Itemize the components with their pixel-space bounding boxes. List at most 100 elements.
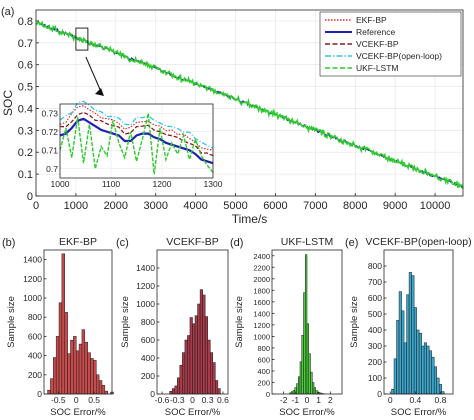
- y-tick-label: 0: [377, 389, 382, 399]
- y-axis-label: Sample size: [349, 296, 360, 348]
- histogram-bar: [413, 307, 417, 395]
- y-axis-label: Sample size: [234, 296, 245, 348]
- y-tick-label: 400: [368, 325, 382, 335]
- x-tick-label: 1000: [64, 200, 88, 212]
- y-tick-label: 1600: [253, 298, 270, 307]
- histogram-bar: [67, 353, 71, 395]
- x-tick-label: 0: [74, 395, 79, 405]
- histogram-bar: [306, 323, 309, 395]
- y-tick-label: 0.1: [18, 169, 33, 181]
- x-tick-label: -1: [292, 395, 300, 405]
- histogram-bar: [189, 317, 193, 395]
- y-tick-label: 200: [28, 370, 42, 380]
- histogram-bar: [421, 345, 425, 395]
- inset-x-tick-label: 1100: [102, 179, 121, 189]
- y-tick-label: 800: [257, 344, 270, 353]
- x-axis-label: SOC Error/%: [50, 407, 106, 418]
- histogram-bar: [303, 292, 306, 395]
- x-tick-label: 0.5: [88, 395, 100, 405]
- y-tick-label: 100: [368, 373, 382, 383]
- histogram-bar: [202, 294, 206, 395]
- x-axis-label: Time/s: [232, 212, 268, 226]
- histogram-bar: [292, 390, 295, 395]
- inset-x-tick-label: 1300: [204, 179, 223, 189]
- y-tick-label: 1800: [253, 286, 270, 295]
- histogram-bar: [298, 376, 301, 395]
- inset-x-tick-label: 1000: [51, 179, 70, 189]
- histogram-bar: [403, 342, 407, 395]
- x-tick-label: 9000: [383, 200, 407, 212]
- y-tick-label: 0: [266, 390, 270, 399]
- y-tick-label: 800: [368, 261, 382, 271]
- inset-line-ekf-bp: [59, 105, 214, 151]
- chart-title: UKF-LSTM: [281, 236, 334, 248]
- histogram-bar: [210, 352, 214, 395]
- x-axis-label: SOC Error/%: [391, 407, 447, 418]
- histogram-bar: [204, 316, 208, 395]
- y-axis-label: Sample size: [6, 296, 17, 348]
- histogram-bar: [212, 362, 216, 395]
- x-tick-label: -0.5: [51, 395, 66, 405]
- histogram-bar: [96, 374, 100, 395]
- histogram-bar: [84, 341, 88, 395]
- y-tick-label: 2000: [253, 275, 270, 284]
- y-tick-label: 600: [257, 355, 270, 364]
- y-tick-label: 400: [257, 367, 270, 376]
- x-axis-label: SOC Error/%: [279, 407, 335, 418]
- histogram-bar: [184, 339, 188, 395]
- histogram-bar: [217, 388, 221, 395]
- y-tick-label: 800: [141, 317, 155, 327]
- x-axis-label: SOC Error/%: [165, 407, 221, 418]
- x-tick-label: 0.6: [217, 395, 229, 405]
- histogram-bar: [416, 329, 420, 395]
- y-tick-label: 0.2: [18, 147, 33, 159]
- histogram-bar: [93, 360, 97, 395]
- axes-e: [383, 249, 454, 395]
- legend-label: Reference: [356, 27, 395, 37]
- histogram-bar: [305, 254, 308, 395]
- x-tick-label: -0.6: [155, 395, 170, 405]
- histogram-bar: [61, 253, 66, 395]
- axes-b: [43, 249, 113, 395]
- inset-background: [60, 104, 213, 178]
- x-tick-label: 2000: [104, 200, 128, 212]
- histogram-bar: [169, 391, 173, 395]
- histogram-bar: [398, 291, 402, 395]
- x-tick-label: 8000: [343, 200, 367, 212]
- panel-b: 0 200 400 600 800 1000 1200 1400 -0.5 0 0.5 EKF-BP S…: [2, 236, 114, 418]
- inset-line-ukf-lstm: [59, 113, 214, 175]
- x-tick-label: 3000: [143, 200, 167, 212]
- histogram-bar: [182, 352, 186, 395]
- x-tick-label: 1: [316, 395, 321, 405]
- x-tick-label: 0: [33, 200, 39, 212]
- inset-axes: [59, 103, 214, 179]
- histogram-bar: [55, 336, 60, 395]
- panel-label-e: (e): [345, 237, 358, 249]
- y-tick-label: 1000: [136, 299, 155, 309]
- y-tick-label: 0: [27, 191, 33, 203]
- histogram-bar: [207, 339, 211, 395]
- y-tick-label: 0.5: [18, 82, 33, 94]
- histogram-bar: [411, 275, 415, 395]
- zoom-arrow: [85, 56, 103, 95]
- legend-label: VCEKF-BP: [356, 39, 399, 49]
- x-tick-label: -2: [280, 395, 288, 405]
- histogram-bar: [431, 356, 435, 395]
- histogram-bar: [313, 387, 316, 395]
- histogram-bar: [104, 390, 108, 395]
- histogram-bar: [73, 336, 77, 395]
- zoom-box: [75, 27, 89, 51]
- x-tick-label: 0.3: [202, 395, 214, 405]
- x-tick-label: 6000: [263, 200, 287, 212]
- histogram-bar: [192, 323, 196, 395]
- histogram-bar: [406, 294, 410, 395]
- y-tick-label: 200: [257, 378, 270, 387]
- inset-line-vcekf-bp: [59, 111, 214, 157]
- histogram-bar: [423, 342, 427, 395]
- panel-label-d: (d): [230, 237, 243, 249]
- inset-y-tick-label: 0.73: [41, 108, 58, 118]
- histogram-bar: [312, 382, 315, 395]
- legend: EKF-BP Reference VCEKF-BP VCEKF-BP(open-loo…: [319, 11, 462, 77]
- x-tick-label: 0: [305, 395, 310, 405]
